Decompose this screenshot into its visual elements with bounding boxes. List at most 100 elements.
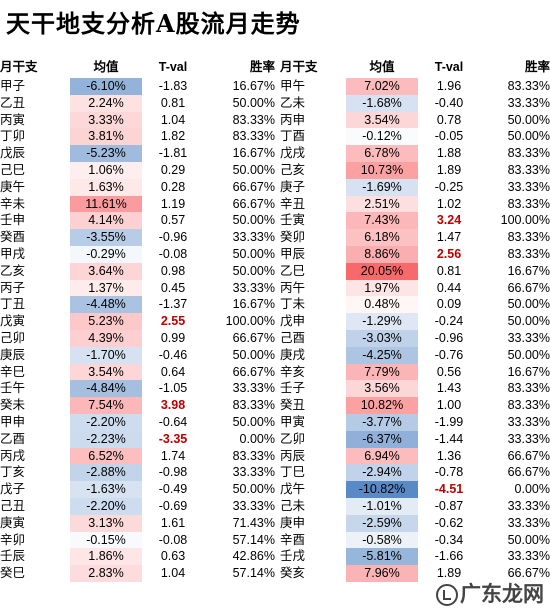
header-month: 月干支 (280, 59, 318, 74)
mean-cell: 7.43% (346, 212, 418, 230)
table-row: 壬子 3.56% 1.43 83.33% (280, 380, 550, 398)
mean-cell: 3.81% (70, 128, 142, 146)
tval-cell: 0.57 (160, 213, 186, 228)
win-rate-cell: 33.33% (507, 549, 550, 564)
tval-cell: 0.81 (160, 95, 186, 110)
win-rate-cell: 33.33% (232, 465, 275, 480)
win-rate-cell: 100.00% (500, 213, 550, 228)
month-cell: 辛亥 (280, 363, 306, 379)
mean-cell: -3.55% (70, 229, 142, 246)
month-cell: 戊辰 (0, 145, 26, 161)
tval-cell: -1.37 (158, 297, 188, 312)
tval-cell: 1.19 (160, 196, 186, 211)
table-row: 甲子 -6.10% -1.83 16.67% (0, 78, 275, 95)
month-cell: 壬寅 (280, 212, 306, 228)
mean-cell: 7.96% (346, 565, 418, 582)
month-cell: 辛酉 (280, 531, 306, 547)
month-cell: 己巳 (0, 161, 26, 177)
win-rate-cell: 50.00% (232, 347, 275, 362)
mean-cell: -0.12% (346, 128, 418, 146)
tval-cell: 1.74 (160, 448, 186, 463)
tval-cell: 0.78 (436, 112, 462, 127)
win-rate-cell: 83.33% (507, 162, 550, 177)
mean-cell: -2.59% (346, 514, 418, 532)
win-rate-cell: 50.00% (232, 246, 275, 261)
month-cell: 壬子 (280, 380, 306, 396)
table-row: 己巳 1.06% 0.29 50.00% (0, 161, 275, 179)
tval-cell: 1.43 (436, 381, 462, 396)
month-cell: 戊寅 (0, 313, 26, 329)
tval-cell: 2.56 (436, 246, 462, 261)
win-rate-cell: 50.00% (232, 263, 275, 278)
win-rate-cell: 33.33% (507, 515, 550, 530)
tval-cell: -1.05 (158, 381, 188, 396)
table-row: 庚申 -2.59% -0.62 33.33% (280, 514, 550, 532)
table-row: 丁酉 -0.12% -0.05 50.00% (280, 128, 550, 146)
mean-cell: 1.63% (70, 178, 142, 196)
tval-cell: -1.83 (158, 79, 188, 93)
table-row: 戊寅 5.23% 2.55 100.00% (0, 313, 275, 330)
mean-cell: -2.20% (70, 497, 142, 515)
win-rate-cell: 16.67% (232, 79, 275, 93)
month-cell: 戊子 (0, 481, 26, 497)
mean-cell: 6.78% (346, 145, 418, 162)
month-cell: 辛丑 (280, 195, 306, 211)
tval-cell: 1.61 (160, 515, 186, 530)
mean-cell: 0.48% (346, 296, 418, 314)
table-row: 庚午 1.63% 0.28 66.67% (0, 178, 275, 196)
watermark-text: 广东龙网 (460, 582, 544, 606)
win-rate-cell: 50.00% (507, 112, 550, 127)
table-row: 丙午 1.97% 0.44 66.67% (280, 279, 550, 297)
table-row: 辛卯 -0.15% -0.08 57.14% (0, 531, 275, 549)
table-row: 丙申 3.54% 0.78 50.00% (280, 111, 550, 129)
win-rate-cell: 50.00% (232, 95, 275, 110)
table-row: 丁丑 -4.48% -1.37 16.67% (0, 296, 275, 314)
header-win-rate: 胜率 (524, 59, 550, 74)
tval-cell: 0.64 (160, 364, 186, 379)
mean-cell: -0.15% (70, 531, 142, 549)
table-row: 庚辰 -1.70% -0.46 50.00% (0, 346, 275, 364)
tval-cell: -0.46 (158, 347, 188, 362)
tval-cell: -0.62 (434, 515, 464, 530)
month-cell: 丁丑 (0, 296, 26, 312)
mean-cell: 1.37% (70, 279, 142, 297)
month-cell: 丙寅 (0, 111, 26, 127)
month-cell: 壬午 (0, 380, 26, 396)
table-row: 丁巳 -2.94% -0.78 66.67% (280, 464, 550, 482)
month-cell: 丁亥 (0, 464, 26, 480)
win-rate-cell: 57.14% (232, 532, 275, 547)
month-cell: 乙丑 (0, 94, 26, 110)
tval-cell: 0.56 (436, 364, 462, 379)
mean-cell: 4.14% (70, 212, 142, 230)
table-row: 庚寅 3.13% 1.61 71.43% (0, 514, 275, 532)
table-row: 乙亥 3.64% 0.98 50.00% (0, 262, 275, 280)
month-cell: 己丑 (0, 497, 26, 513)
win-rate-cell: 83.33% (507, 381, 550, 396)
win-rate-cell: 83.33% (232, 129, 275, 144)
win-rate-cell: 66.67% (507, 280, 550, 295)
win-rate-cell: 33.33% (232, 230, 275, 245)
mean-cell: 3.54% (346, 111, 418, 129)
mean-cell: -0.29% (70, 245, 142, 263)
tval-cell: 1.02 (436, 196, 462, 211)
mean-cell: -1.63% (70, 481, 142, 498)
month-cell: 庚辰 (0, 346, 26, 362)
month-cell: 甲寅 (280, 413, 306, 429)
table-row: 辛亥 7.79% 0.56 16.67% (280, 363, 550, 381)
month-cell: 癸酉 (0, 229, 26, 245)
month-cell: 甲午 (280, 78, 306, 93)
table-row: 丁未 0.48% 0.09 50.00% (280, 296, 550, 314)
month-cell: 庚戌 (280, 346, 306, 362)
mean-cell: 6.18% (346, 229, 418, 246)
win-rate-cell: 33.33% (507, 330, 550, 345)
tval-cell: -0.25 (434, 179, 464, 194)
month-cell: 丙辰 (280, 447, 306, 463)
tval-cell: -0.96 (158, 230, 188, 245)
tval-cell: 1.36 (436, 448, 462, 463)
mean-cell: -3.77% (346, 413, 418, 431)
mean-cell: -4.48% (70, 296, 142, 314)
month-cell: 辛未 (0, 195, 26, 211)
win-rate-cell: 16.67% (232, 297, 275, 312)
win-rate-cell: 0.00% (514, 482, 550, 497)
month-cell: 甲辰 (280, 245, 306, 261)
